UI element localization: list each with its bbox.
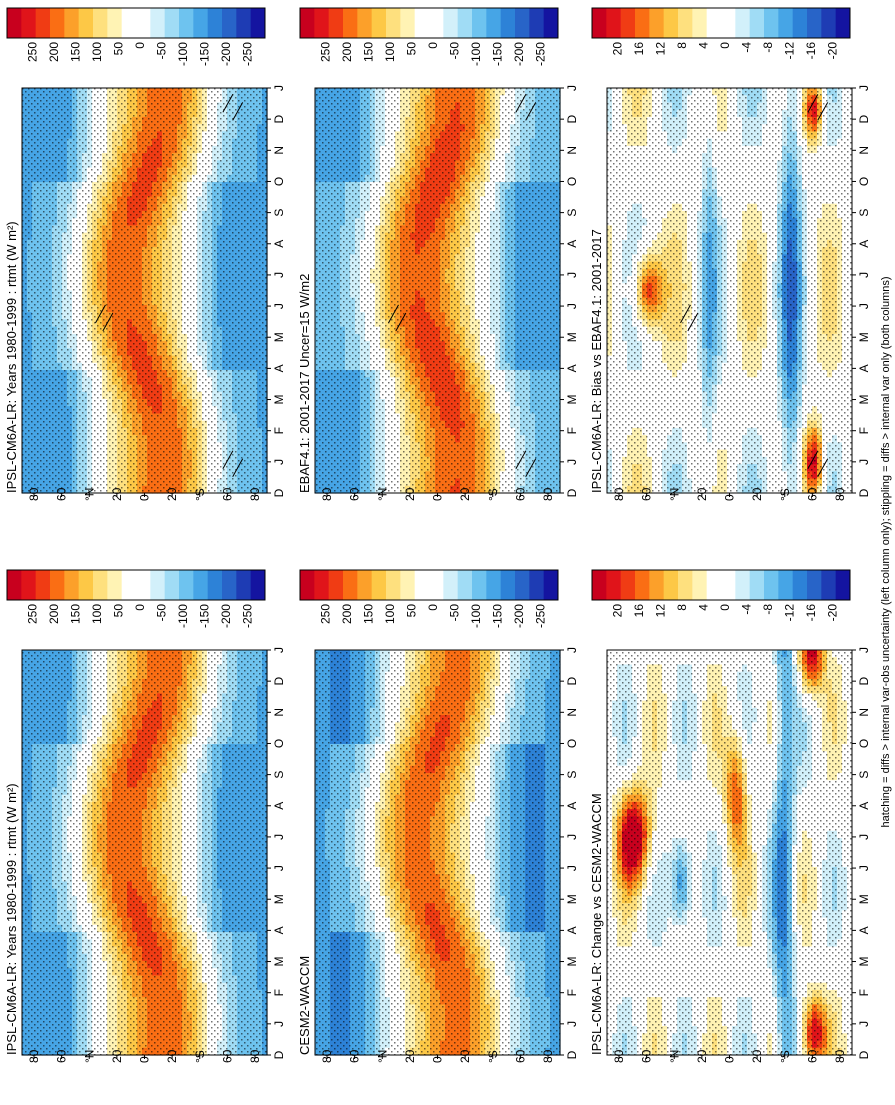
colorbar-tick-label: 100	[90, 42, 104, 62]
colorbar-swatch	[236, 8, 252, 38]
stippling-overlay	[22, 88, 267, 493]
colorbar-swatch	[150, 8, 166, 38]
colorbar-tick-label: -250	[241, 42, 255, 66]
colorbar-swatch	[136, 8, 151, 38]
lat-label: 60	[55, 487, 69, 501]
hatch-line	[222, 450, 234, 469]
month-label: J	[272, 303, 286, 309]
lat-label: °N	[82, 488, 96, 501]
colorbar-swatch	[121, 8, 137, 38]
colorbar-tick-label: -50	[155, 42, 169, 60]
colorbar-swatch	[207, 8, 223, 38]
colorbar-swatch	[64, 8, 80, 38]
lat-label: °S	[193, 488, 207, 501]
colorbar-swatch	[179, 8, 194, 38]
month-label: S	[272, 209, 286, 217]
month-label: D	[272, 114, 286, 123]
colorbar-tick-label: 200	[47, 42, 61, 62]
hatch-line	[232, 458, 244, 478]
colorbar-swatch	[93, 8, 108, 38]
colorbar-tick-label: 150	[69, 42, 83, 62]
colorbar-swatch	[21, 8, 37, 38]
lat-label: 0	[138, 494, 152, 501]
hatch-line	[95, 304, 106, 324]
colorbar-tick-label: -150	[198, 42, 212, 66]
lat-label: 60	[220, 487, 234, 501]
month-label: F	[272, 427, 286, 434]
colorbar-swatch	[7, 8, 22, 38]
month-label: M	[272, 332, 286, 342]
month-label: A	[272, 240, 286, 248]
month-label: O	[272, 177, 286, 186]
month-label: M	[272, 395, 286, 405]
hatch-line	[222, 94, 234, 113]
colorbar-swatch	[50, 8, 65, 38]
colorbar-swatch	[78, 8, 94, 38]
lat-label: 20	[165, 487, 179, 501]
colorbar-tick-label: 250	[26, 42, 40, 62]
month-label: N	[272, 146, 286, 155]
colorbar: 250 200 150 100 50 0 -50 -100 -150 -200 -250	[6, 7, 266, 66]
panel-title: IPSL-CM6A-LR: Years 1980-1999 : rtmt (W …	[4, 221, 19, 493]
hatch-line	[102, 312, 114, 332]
colorbar-swatch	[164, 8, 180, 38]
month-label: D	[272, 488, 286, 497]
lat-label: 20	[110, 487, 124, 501]
hatch-line	[232, 102, 244, 121]
colorbar-tick-label: 50	[112, 42, 126, 56]
colorbar-tick-label: -100	[176, 42, 190, 66]
colorbar-swatch	[193, 8, 209, 38]
lat-label: 80	[27, 487, 41, 501]
colorbar-tick-label: -200	[219, 42, 233, 66]
colorbar-swatch	[222, 8, 237, 38]
month-label: J	[272, 272, 286, 278]
lat-label: 80	[248, 487, 262, 501]
colorbar-swatch	[250, 8, 266, 38]
month-label: J	[272, 459, 286, 465]
colorbar-swatch	[35, 8, 51, 38]
colorbar-tick-label: 0	[133, 42, 147, 49]
colorbar-frame	[6, 7, 266, 39]
month-label: J	[272, 85, 286, 91]
month-label: A	[272, 364, 286, 372]
colorbar-swatch	[107, 8, 123, 38]
hatching	[95, 94, 244, 478]
